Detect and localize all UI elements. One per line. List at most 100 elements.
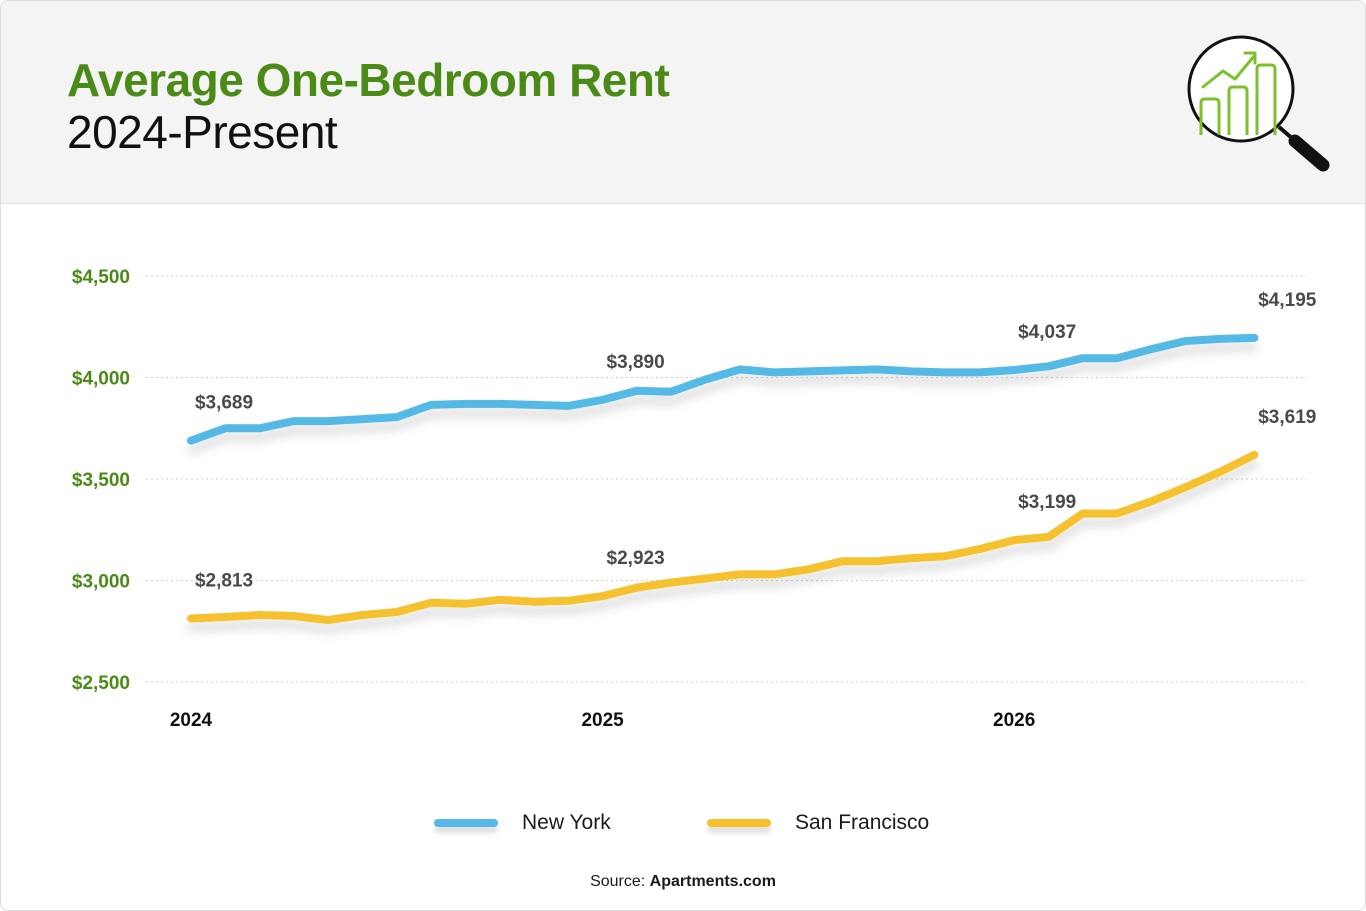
data-point: [224, 427, 226, 429]
gridlines: [146, 275, 1307, 683]
legend-item-new-york: New York: [434, 809, 634, 841]
y-tick-label: $4,000: [72, 369, 130, 390]
data-point: [876, 368, 878, 370]
data-point: [1116, 357, 1118, 359]
x-tick-label: 2024: [170, 710, 213, 731]
data-point: [396, 416, 398, 418]
series-line-new-york: [187, 333, 1259, 445]
data-point: [533, 404, 535, 406]
data-point: [464, 403, 466, 405]
data-point: [430, 602, 432, 604]
data-point: [945, 555, 947, 557]
source-name: Apartments.com: [649, 873, 776, 890]
x-tick-label: 2026: [993, 710, 1035, 731]
data-point: [1116, 513, 1118, 514]
data-point: [1150, 500, 1152, 502]
data-point: [705, 578, 706, 579]
data-point: [259, 427, 261, 429]
data-point: [773, 371, 775, 373]
data-label: $2,923: [607, 548, 665, 569]
data-point: [396, 611, 398, 613]
data-label: $3,619: [1258, 407, 1316, 428]
data-point: [464, 603, 466, 605]
data-point: [1013, 539, 1015, 541]
series-line-san-francisco: [187, 450, 1259, 625]
data-point: [1013, 369, 1015, 371]
data-point: [430, 404, 432, 406]
data-point: [1082, 513, 1084, 514]
series-lines: [187, 333, 1259, 625]
data-point: [293, 420, 295, 422]
data-point: [876, 560, 878, 562]
data-point: [773, 573, 775, 575]
data-point: [190, 440, 192, 442]
data-label: $4,037: [1018, 322, 1076, 343]
source-prefix: Source:: [590, 873, 650, 890]
data-point: [224, 616, 226, 618]
legend-swatch-new-york: [434, 819, 498, 827]
data-point: [1048, 536, 1049, 538]
data-point: [499, 599, 501, 601]
data-point: [259, 614, 261, 616]
y-tick-label: $4,500: [72, 267, 130, 288]
y-tick-label: $3,500: [72, 470, 130, 491]
data-point: [910, 557, 912, 559]
data-point: [670, 391, 672, 393]
data-point: [362, 614, 363, 616]
data-point: [1185, 486, 1187, 488]
legend-label-san-francisco: San Francisco: [795, 811, 930, 834]
data-point: [842, 369, 844, 371]
data-point: [602, 399, 604, 401]
data-point: [567, 600, 569, 602]
data-label: $3,890: [607, 352, 665, 373]
data-point: [567, 405, 569, 407]
data-point: [1219, 471, 1221, 473]
data-point: [979, 548, 981, 550]
data-label: $3,199: [1018, 492, 1076, 513]
data-point: [190, 618, 192, 619]
data-point: [1185, 340, 1187, 342]
y-axis-ticks: $4,500 $4,000 $3,500 $3,000 $2,500: [72, 267, 130, 694]
data-label: $2,813: [195, 570, 253, 591]
data-label: $4,195: [1258, 290, 1317, 311]
chart-header: Average One-Bedroom Rent 2024-Present: [1, 1, 1365, 204]
data-point: [1253, 454, 1255, 456]
legend-item-san-francisco: San Francisco: [707, 809, 947, 841]
data-labels: $3,689 $3,890 $4,037 $4,195 $2,813 $2,923 $3,1…: [195, 290, 1317, 592]
data-point: [739, 573, 741, 575]
data-point: [670, 582, 672, 583]
chart-title: Average One-Bedroom Rent: [67, 54, 670, 106]
data-point: [807, 568, 809, 570]
legend-label-new-york: New York: [522, 811, 611, 834]
data-point: [362, 418, 363, 420]
data-point: [739, 368, 741, 370]
chart-legend: New York San Francisco: [1, 809, 1365, 841]
y-tick-label: $2,500: [72, 673, 130, 694]
data-point: [636, 587, 638, 589]
data-point: [1219, 338, 1221, 340]
data-point: [910, 370, 912, 372]
data-point: [979, 371, 981, 373]
data-point: [636, 390, 638, 392]
data-point: [705, 379, 706, 380]
data-point: [945, 371, 947, 373]
x-tick-label: 2025: [581, 710, 624, 731]
data-label: $3,689: [195, 393, 253, 414]
data-point: [327, 619, 329, 621]
data-point: [293, 615, 295, 617]
data-point: [327, 420, 329, 422]
data-point: [1150, 348, 1152, 350]
data-point: [807, 370, 809, 372]
data-point: [1253, 337, 1255, 339]
data-point: [1082, 357, 1084, 359]
data-point: [602, 595, 604, 597]
data-point: [842, 560, 844, 562]
chart-subtitle: 2024-Present: [67, 106, 338, 158]
data-point: [499, 403, 501, 405]
magnifier-chart-icon: [1187, 35, 1330, 172]
y-tick-label: $3,000: [72, 572, 130, 593]
data-point: [533, 601, 535, 603]
data-point: [1048, 365, 1049, 367]
